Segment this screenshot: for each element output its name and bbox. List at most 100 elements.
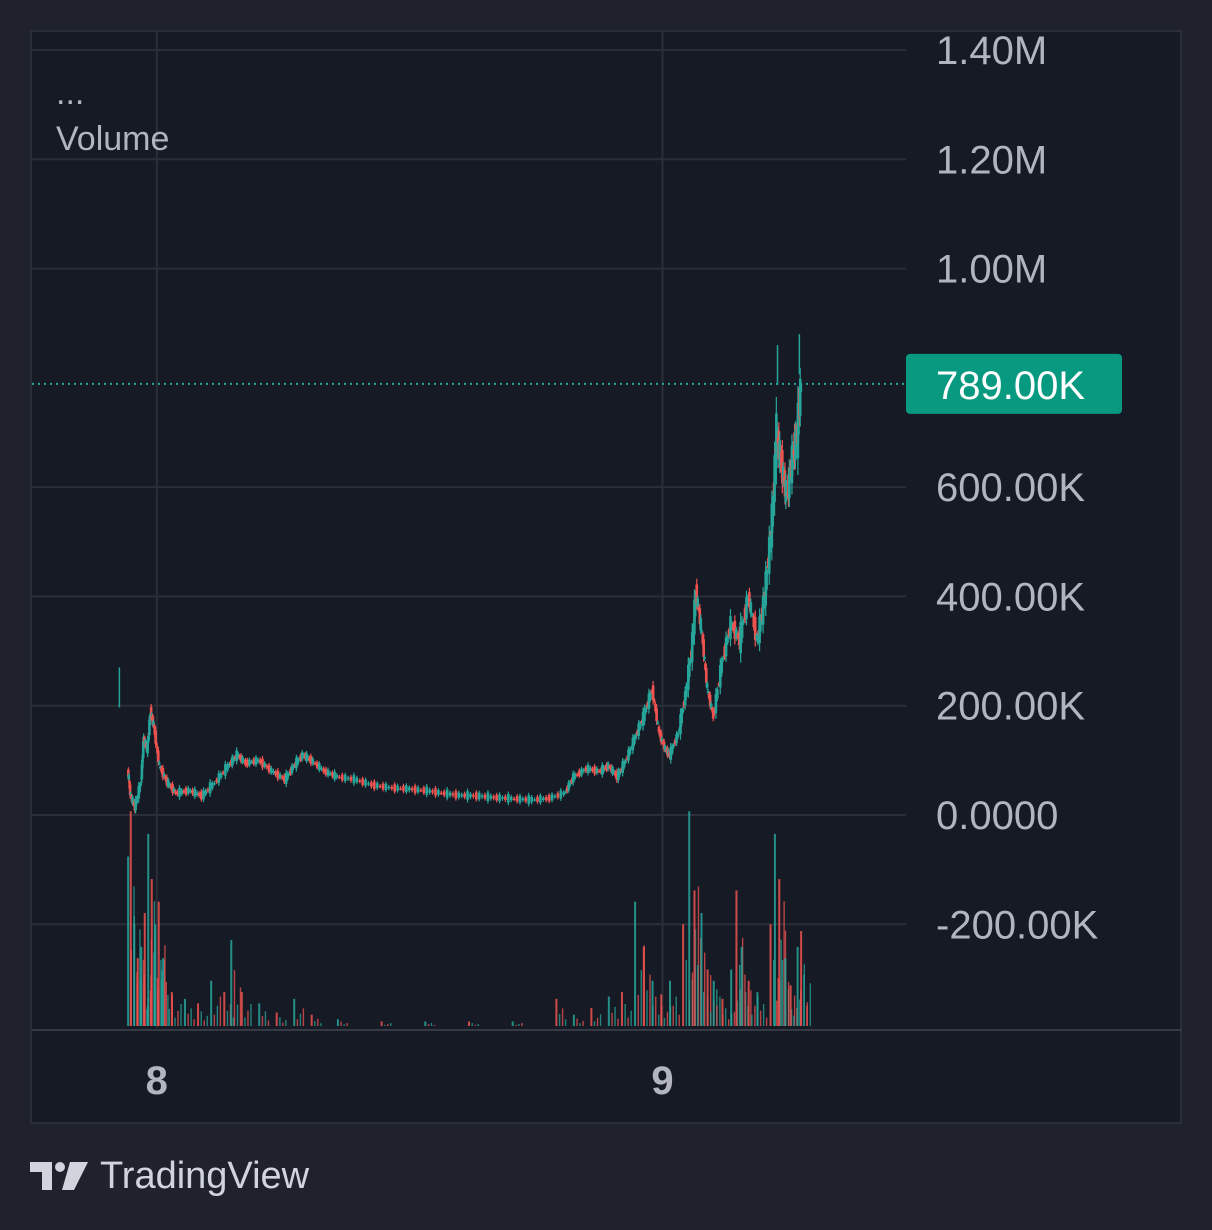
volume-bar bbox=[727, 1019, 730, 1026]
volume-bar bbox=[669, 980, 672, 1026]
candle-body bbox=[358, 780, 362, 782]
volume-bar bbox=[380, 1021, 383, 1026]
candle-body bbox=[651, 685, 655, 701]
volume-bar bbox=[599, 1014, 602, 1026]
candle-body bbox=[172, 788, 176, 793]
volume-bar bbox=[164, 945, 166, 1026]
volume-bar bbox=[521, 1023, 523, 1026]
candle-body bbox=[630, 747, 633, 750]
candle-body bbox=[672, 744, 675, 747]
candle-body bbox=[544, 797, 548, 801]
volume-bar bbox=[773, 959, 775, 1026]
candle-body bbox=[566, 786, 569, 792]
candle-body bbox=[533, 799, 536, 801]
x-tick-label: 8 bbox=[146, 1059, 168, 1103]
candle-body bbox=[739, 621, 742, 654]
candle-body bbox=[378, 785, 382, 788]
candle-body bbox=[146, 739, 149, 754]
candle-body bbox=[299, 755, 303, 761]
candle-body bbox=[239, 755, 243, 762]
volume-bar bbox=[427, 1023, 430, 1026]
volume-bar bbox=[193, 1019, 195, 1026]
candle-body bbox=[515, 796, 519, 802]
volume-bar bbox=[803, 964, 806, 1026]
volume-bar bbox=[793, 995, 796, 1026]
volume-bar bbox=[343, 1024, 345, 1026]
candle-body bbox=[135, 797, 138, 804]
candle-body bbox=[568, 782, 572, 785]
volume-bar bbox=[515, 1024, 517, 1026]
volume-bar bbox=[796, 946, 799, 1026]
candle-body bbox=[402, 785, 405, 792]
volume-bar bbox=[744, 974, 746, 1026]
candle-body bbox=[689, 659, 692, 664]
candle-body bbox=[272, 770, 275, 774]
candle-body bbox=[621, 761, 624, 773]
candle-body bbox=[746, 596, 750, 604]
candle-body bbox=[655, 708, 658, 722]
volume-bar bbox=[183, 998, 186, 1026]
volume-bar bbox=[614, 1006, 616, 1026]
candle-body bbox=[737, 631, 741, 646]
candle-body bbox=[599, 769, 603, 773]
candle-body bbox=[283, 775, 286, 783]
legend-menu[interactable]: ... bbox=[56, 74, 85, 112]
volume-bar bbox=[285, 1019, 287, 1026]
candle-body bbox=[322, 768, 325, 773]
candle-body bbox=[335, 775, 339, 778]
candle-body bbox=[680, 711, 683, 724]
volume-bar bbox=[258, 1003, 261, 1026]
volume-bar bbox=[250, 1003, 252, 1026]
volume-bar bbox=[607, 996, 610, 1026]
volume-bar bbox=[611, 1012, 613, 1026]
volume-bar bbox=[190, 1008, 192, 1026]
candle-body bbox=[169, 784, 173, 789]
candle-body bbox=[688, 662, 691, 677]
volume-bar bbox=[702, 992, 705, 1026]
candle-body bbox=[180, 790, 183, 794]
candle-body bbox=[701, 634, 705, 644]
candle-body bbox=[556, 793, 560, 798]
candle-body bbox=[352, 775, 356, 784]
candle-body bbox=[134, 799, 137, 811]
volume-bar bbox=[180, 1003, 182, 1026]
candle-body bbox=[733, 620, 737, 639]
chart-frame[interactable] bbox=[30, 30, 1182, 1124]
candle-body bbox=[303, 754, 307, 759]
candle-body bbox=[762, 595, 766, 609]
volume-bar bbox=[778, 879, 781, 1026]
candle-body bbox=[157, 762, 161, 764]
volume-bar bbox=[660, 994, 663, 1026]
volume-bar bbox=[244, 1017, 246, 1026]
candle-body bbox=[267, 765, 271, 773]
volume-bar bbox=[800, 931, 803, 1026]
volume-bar bbox=[261, 1015, 264, 1026]
candle-body bbox=[659, 732, 663, 742]
volume-bar bbox=[640, 970, 642, 1026]
candle-body bbox=[137, 786, 141, 799]
candle-body bbox=[466, 791, 469, 800]
volume-bar bbox=[161, 970, 163, 1026]
volume-bar bbox=[154, 924, 157, 1026]
y-tick-label: 400.00K bbox=[936, 575, 1085, 619]
volume-bar bbox=[275, 1012, 278, 1026]
candle-body bbox=[723, 646, 726, 657]
y-tick-label: 1.20M bbox=[936, 138, 1047, 182]
candle-body bbox=[340, 774, 344, 781]
tradingview-brand[interactable]: TradingView bbox=[30, 1150, 309, 1202]
candle-body bbox=[309, 755, 313, 764]
candle-body bbox=[799, 383, 803, 392]
candle-body bbox=[440, 792, 443, 795]
candle-body bbox=[387, 786, 391, 789]
candle-body bbox=[289, 769, 292, 774]
candle-body bbox=[186, 787, 190, 794]
volume-bar bbox=[143, 913, 146, 1026]
candle-body bbox=[721, 657, 725, 660]
volume-bar bbox=[593, 1021, 596, 1026]
volume-bar bbox=[561, 1008, 564, 1026]
candle-body bbox=[297, 759, 301, 761]
candle-body bbox=[399, 788, 402, 790]
candle-body bbox=[318, 763, 321, 771]
volume-bar bbox=[710, 1011, 712, 1026]
